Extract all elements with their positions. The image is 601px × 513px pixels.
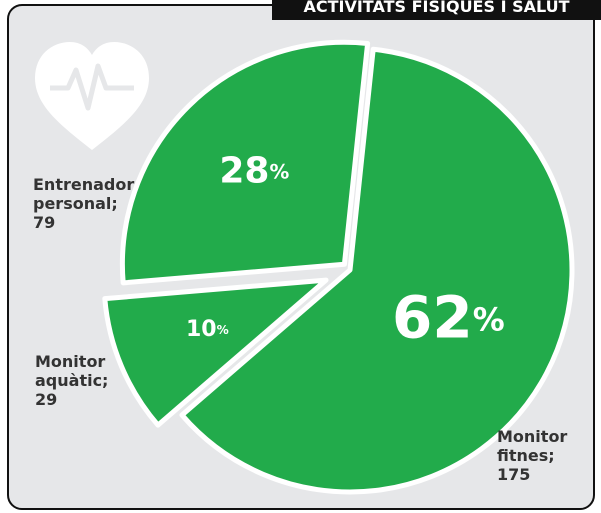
value-label: 62%: [392, 284, 505, 352]
category-name: Entrenador personal;: [33, 175, 135, 213]
category-label: Monitor aquàtic; 29: [35, 352, 145, 409]
category-name: Monitor fitnes;: [497, 427, 568, 465]
category-count: 29: [35, 390, 58, 409]
value-label: 10%: [186, 317, 229, 342]
heart-icon: [35, 42, 149, 150]
category-count: 175: [497, 465, 531, 484]
category-count: 79: [33, 213, 56, 232]
pie-slice: [179, 46, 575, 495]
chart-title: ACTIVITATS FÍSIQUES I SALUT: [272, 0, 601, 20]
value-label: 28%: [219, 150, 289, 191]
category-label: Entrenador personal; 79: [33, 175, 143, 232]
category-label: Monitor fitnes; 175: [497, 427, 601, 484]
pie-slice: [119, 39, 371, 286]
pie-slice: [102, 277, 329, 428]
category-name: Monitor aquàtic;: [35, 352, 109, 390]
